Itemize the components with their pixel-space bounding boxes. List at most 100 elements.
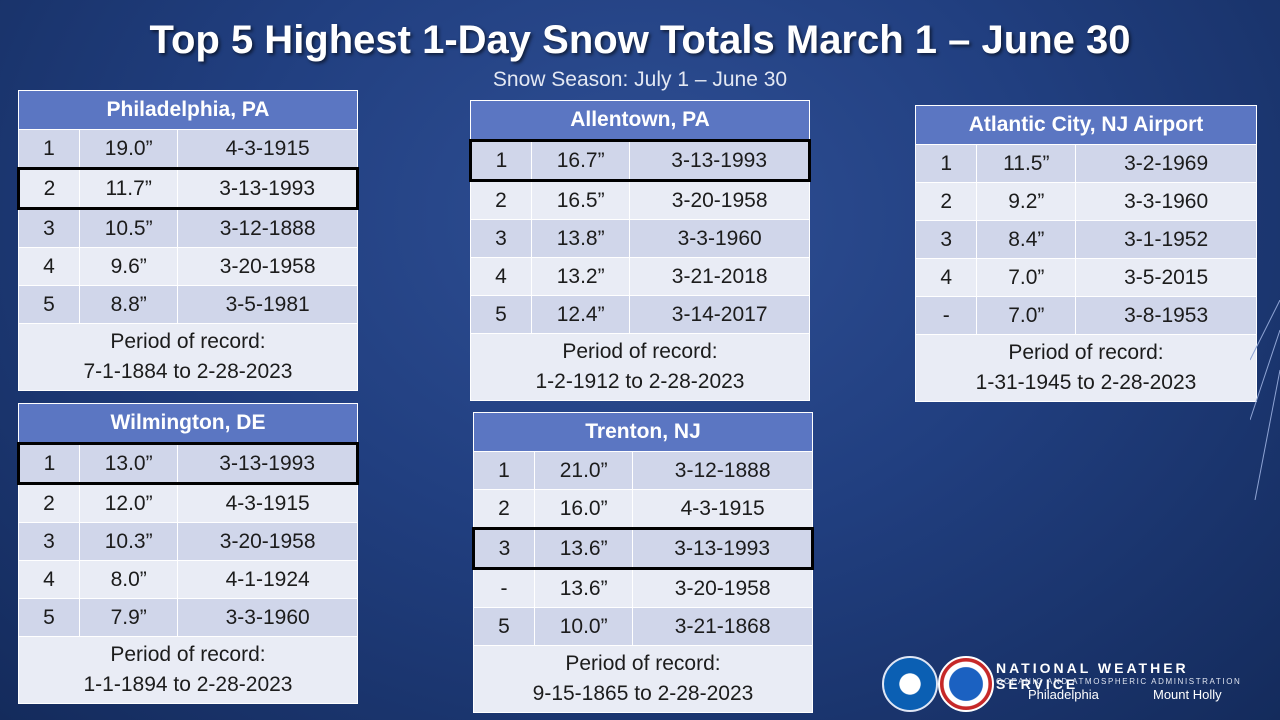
snow-total-cell: 13.6” bbox=[534, 527, 634, 570]
snow-total-cell: 16.0” bbox=[534, 489, 634, 529]
snow-total-cell: 10.0” bbox=[534, 607, 634, 646]
snow-total-cell: 8.4” bbox=[976, 220, 1077, 259]
table-row: 4 8.0” 4-1-1924 bbox=[17, 560, 358, 599]
table-row: 1 21.0” 3-12-1888 bbox=[472, 451, 813, 490]
period-label: Period of record: bbox=[562, 340, 718, 363]
table-row: - 7.0” 3-8-1953 bbox=[914, 296, 1257, 335]
rank-cell: 1 bbox=[16, 442, 81, 485]
slide-subtitle: Snow Season: July 1 – June 30 bbox=[492, 68, 788, 91]
period-row: Period of record: 1-31-1945 to 2-28-2023 bbox=[915, 334, 1257, 402]
snow-total-cell: 9.6” bbox=[79, 247, 179, 286]
snow-total-cell: 7.0” bbox=[976, 258, 1077, 297]
slide-title: Top 5 Highest 1-Day Snow Totals March 1 … bbox=[149, 18, 1131, 62]
table-wilmington: Wilmington, DE 1 13.0” 3-13-1993 2 12.0”… bbox=[16, 403, 359, 704]
date-cell: 3-1-1952 bbox=[1075, 220, 1257, 259]
rank-cell: 4 bbox=[17, 560, 81, 599]
snow-total-cell: 11.5” bbox=[976, 144, 1077, 183]
snow-total-cell: 19.0” bbox=[79, 129, 179, 169]
period-range: 1-31-1945 to 2-28-2023 bbox=[975, 371, 1197, 394]
table-header: Wilmington, DE bbox=[18, 403, 358, 444]
snow-total-cell: 9.2” bbox=[976, 182, 1077, 221]
snow-total-cell: 7.9” bbox=[79, 598, 179, 637]
table-row: - 13.6” 3-20-1958 bbox=[472, 568, 813, 608]
rank-cell: 2 bbox=[17, 483, 81, 523]
office-mount-holly: Mount Holly bbox=[1153, 687, 1222, 702]
rank-cell: 1 bbox=[468, 139, 533, 182]
date-cell: 3-21-1868 bbox=[632, 607, 813, 646]
snow-total-cell: 10.5” bbox=[79, 208, 179, 248]
period-range: 9-15-1865 to 2-28-2023 bbox=[532, 682, 754, 705]
rank-cell: 3 bbox=[914, 220, 978, 259]
rank-cell: 5 bbox=[17, 285, 81, 324]
date-cell: 3-3-1960 bbox=[177, 598, 358, 637]
snow-total-cell: 13.8” bbox=[531, 219, 631, 258]
table-row: 3 13.8” 3-3-1960 bbox=[469, 219, 810, 258]
rank-cell: 4 bbox=[17, 247, 81, 286]
date-cell: 4-3-1915 bbox=[177, 129, 358, 169]
snow-total-cell: 16.5” bbox=[531, 180, 631, 220]
table-row-highlighted: 1 13.0” 3-13-1993 bbox=[16, 442, 359, 485]
table-allentown: Allentown, PA 1 16.7” 3-13-1993 2 16.5” … bbox=[468, 100, 811, 401]
rank-cell: 2 bbox=[469, 180, 533, 220]
date-cell: 4-3-1915 bbox=[632, 489, 813, 529]
rank-cell: 3 bbox=[471, 527, 536, 570]
table-atlantic-city: Atlantic City, NJ Airport 1 11.5” 3-2-19… bbox=[914, 105, 1257, 402]
table-row: 4 7.0” 3-5-2015 bbox=[914, 258, 1257, 297]
table-header: Philadelphia, PA bbox=[18, 90, 358, 130]
period-label: Period of record: bbox=[565, 652, 721, 675]
rank-cell: 2 bbox=[16, 167, 81, 210]
date-cell: 4-1-1924 bbox=[177, 560, 358, 599]
period-row: Period of record: 1-1-1894 to 2-28-2023 bbox=[18, 636, 358, 704]
snow-total-cell: 10.3” bbox=[79, 522, 179, 561]
table-row: 2 16.5” 3-20-1958 bbox=[469, 180, 810, 220]
table-trenton: Trenton, NJ 1 21.0” 3-12-1888 2 16.0” 4-… bbox=[471, 412, 814, 713]
period-label: Period of record: bbox=[1008, 341, 1164, 364]
table-row-highlighted: 3 13.6” 3-13-1993 bbox=[471, 527, 814, 570]
period-range: 1-2-1912 to 2-28-2023 bbox=[535, 370, 745, 393]
date-cell: 3-13-1993 bbox=[177, 442, 359, 485]
snow-total-cell: 8.8” bbox=[79, 285, 179, 324]
period-label: Period of record: bbox=[110, 643, 266, 666]
date-cell: 3-13-1993 bbox=[629, 139, 811, 182]
period-range: 1-1-1894 to 2-28-2023 bbox=[83, 673, 293, 696]
table-row: 2 9.2” 3-3-1960 bbox=[914, 182, 1257, 221]
table-row: 5 7.9” 3-3-1960 bbox=[17, 598, 358, 637]
date-cell: 3-13-1993 bbox=[632, 527, 814, 570]
period-row: Period of record: 1-2-1912 to 2-28-2023 bbox=[470, 333, 810, 401]
table-row: 4 13.2” 3-21-2018 bbox=[469, 257, 810, 296]
table-row: 3 10.3” 3-20-1958 bbox=[17, 522, 358, 561]
rank-cell: 3 bbox=[17, 522, 81, 561]
snow-total-cell: 7.0” bbox=[976, 296, 1077, 335]
period-row: Period of record: 9-15-1865 to 2-28-2023 bbox=[473, 645, 813, 713]
table-row: 1 11.5” 3-2-1969 bbox=[914, 144, 1257, 183]
date-cell: 4-3-1915 bbox=[177, 483, 358, 523]
snow-total-cell: 21.0” bbox=[534, 451, 634, 490]
table-row: 5 8.8” 3-5-1981 bbox=[17, 285, 358, 324]
rank-cell: - bbox=[472, 568, 536, 608]
date-cell: 3-21-2018 bbox=[629, 257, 810, 296]
snow-total-cell: 16.7” bbox=[531, 139, 631, 182]
period-of-record: Period of record: 7-1-1884 to 2-28-2023 bbox=[18, 323, 358, 391]
rank-cell: 1 bbox=[472, 451, 536, 490]
table-header: Atlantic City, NJ Airport bbox=[915, 105, 1257, 145]
snow-total-cell: 8.0” bbox=[79, 560, 179, 599]
period-row: Period of record: 7-1-1884 to 2-28-2023 bbox=[18, 323, 358, 391]
rank-cell: 5 bbox=[17, 598, 81, 637]
rank-cell: 4 bbox=[914, 258, 978, 297]
snow-total-cell: 13.6” bbox=[534, 568, 634, 608]
table-row-highlighted: 1 16.7” 3-13-1993 bbox=[468, 139, 811, 182]
rank-cell: 5 bbox=[469, 295, 533, 334]
table-row: 4 9.6” 3-20-1958 bbox=[17, 247, 358, 286]
rank-cell: 2 bbox=[914, 182, 978, 221]
date-cell: 3-13-1993 bbox=[177, 167, 359, 210]
noaa-logo-icon bbox=[882, 656, 938, 712]
date-cell: 3-2-1969 bbox=[1075, 144, 1257, 183]
snow-total-cell: 11.7” bbox=[79, 167, 179, 210]
table-row: 2 16.0” 4-3-1915 bbox=[472, 489, 813, 529]
rank-cell: 3 bbox=[469, 219, 533, 258]
decorative-line bbox=[1250, 300, 1280, 361]
date-cell: 3-20-1958 bbox=[632, 568, 813, 608]
table-row: 3 10.5” 3-12-1888 bbox=[17, 208, 358, 248]
table-philadelphia: Philadelphia, PA 1 19.0” 4-3-1915 2 11.7… bbox=[16, 90, 359, 391]
decorative-lines bbox=[1250, 300, 1280, 500]
